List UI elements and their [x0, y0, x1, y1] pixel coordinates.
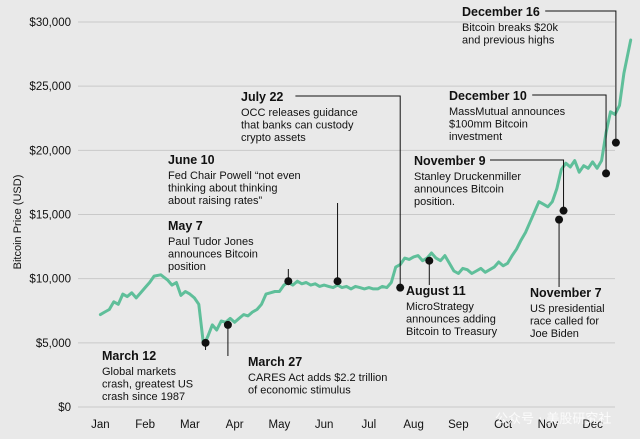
x-tick-label: Oct: [494, 419, 513, 431]
annotation-text: crypto assets: [241, 132, 306, 144]
annotation-text: and previous highs: [462, 35, 555, 47]
annotation-text: OCC releases guidance: [241, 107, 358, 119]
x-tick-label: Sep: [448, 419, 468, 431]
annotation-text: position: [168, 261, 206, 273]
annotation-title: March 27: [248, 355, 302, 369]
annotation-text: Paul Tudor Jones: [168, 236, 254, 248]
x-tick-label: Feb: [135, 419, 155, 431]
annotation-text: position.: [414, 196, 455, 208]
annotation-title: July 22: [241, 90, 283, 104]
annotation-marker: [555, 215, 564, 224]
x-axis-ticks: Jan Feb Mar Apr May Jun Jul Aug Sep Oct Nov Dec: [91, 419, 603, 431]
annotation-text: Stanley Druckenmiller: [414, 171, 521, 183]
annotation-title: August 11: [406, 284, 466, 298]
annotation-title: December 16: [462, 5, 540, 19]
y-tick-label: $10,000: [29, 274, 71, 286]
annotation-title: June 10: [168, 153, 215, 167]
x-tick-label: Dec: [582, 419, 603, 431]
annotation-text: MassMutual announces: [449, 106, 566, 118]
annotation-title: March 12: [102, 349, 156, 363]
series-line: [98, 38, 633, 345]
leader-line: [532, 94, 607, 174]
annotation-text: US presidential: [530, 303, 605, 315]
y-axis-ticks: $0 $5,000 $10,000 $15,000 $20,000 $25,000 $30,…: [29, 17, 71, 414]
x-tick-label: May: [269, 419, 291, 431]
watermark-text: 公众号 · 美股研究社: [495, 411, 611, 427]
annotation: November 9 Stanley Druckenmillerannounces…: [414, 154, 521, 208]
annotation: June 10 Fed Chair Powell “not eventhinkin…: [168, 153, 301, 207]
x-tick-label: Jan: [91, 419, 110, 431]
annotation-text: thinking about thinking: [168, 183, 277, 195]
y-tick-label: $25,000: [29, 81, 71, 93]
annotation: December 10 MassMutual announces$100mm Bi…: [449, 89, 566, 143]
annotation-text: that banks can custody: [241, 120, 354, 132]
x-tick-label: Apr: [226, 419, 244, 431]
annotation-text: crash since 1987: [102, 391, 185, 403]
annotation-text: announces adding: [406, 314, 496, 326]
annotation-text: Bitcoin to Treasury: [406, 326, 498, 338]
annotation-text: Global markets: [102, 366, 176, 378]
annotation-text: Joe Biden: [530, 328, 579, 340]
annotation-title: November 9: [414, 154, 486, 168]
annotation-text: Fed Chair Powell “not even: [168, 170, 301, 182]
annotation-marker: [223, 320, 232, 329]
annotation-title: November 7: [530, 286, 602, 300]
annotation-marker: [201, 338, 210, 347]
annotation-text: MicroStrategy: [406, 301, 474, 313]
y-tick-label: $15,000: [29, 210, 71, 222]
annotation-text: Bitcoin breaks $20k: [462, 22, 558, 34]
x-tick-label: Jun: [315, 419, 334, 431]
x-tick-label: Jul: [362, 419, 377, 431]
annotation-marker: [333, 277, 342, 286]
annotation-marker: [611, 138, 620, 147]
x-tick-label: Nov: [538, 419, 559, 431]
annotation-leader-lines: [205, 10, 617, 356]
y-axis-label: Bitcoin Price (USD): [12, 175, 24, 270]
leader-line: [490, 159, 565, 211]
x-tick-label: Mar: [180, 419, 200, 431]
leader-line: [295, 95, 401, 288]
annotation-text: about raising rates”: [168, 195, 262, 207]
annotation-text: race called for: [530, 316, 599, 328]
annotation-marker: [559, 206, 568, 215]
y-tick-label: $0: [58, 402, 71, 414]
annotation-text: announces Bitcoin: [168, 249, 258, 261]
leader-line: [545, 10, 617, 143]
y-tick-label: $20,000: [29, 145, 71, 157]
annotation-text: of economic stimulus: [248, 385, 351, 397]
annotation-marker: [425, 256, 434, 265]
annotation-text: $100mm Bitcoin: [449, 119, 528, 131]
y-tick-label: $5,000: [36, 338, 71, 350]
annotation-marker: [602, 169, 611, 178]
x-tick-label: Aug: [403, 419, 423, 431]
annotation-text: crash, greatest US: [102, 379, 193, 391]
annotation-text: investment: [449, 131, 502, 143]
annotation-text: announces Bitcoin: [414, 184, 504, 196]
annotation-title: May 7: [168, 219, 203, 233]
annotation-title: December 10: [449, 89, 527, 103]
y-tick-label: $30,000: [29, 17, 71, 29]
annotation-marker: [396, 283, 405, 292]
annotation-marker: [284, 277, 293, 286]
annotation-text: CARES Act adds $2.2 trillion: [248, 372, 387, 384]
annotation-markers: [201, 138, 620, 347]
